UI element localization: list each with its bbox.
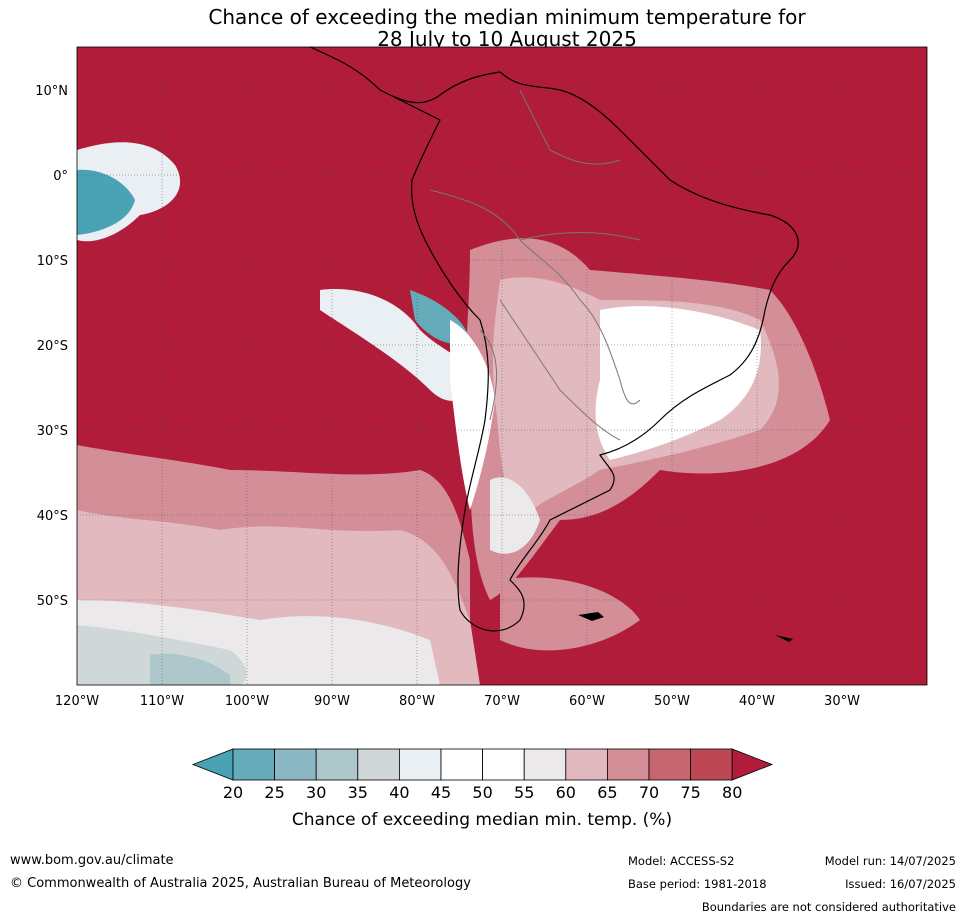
colorbar-segment (232, 748, 275, 781)
colorbar-segment (357, 748, 400, 781)
boundaries-disclaimer: Boundaries are not considered authoritat… (701, 900, 956, 914)
country-borders (429, 89, 641, 441)
lon-label: 100°W (225, 694, 269, 709)
colorbar-segment (565, 748, 608, 781)
colorbar-tick-label: 30 (306, 783, 326, 802)
base-period: Base period: 1981-2018 (628, 877, 767, 891)
lon-label: 90°W (314, 694, 350, 709)
map-title: Chance of exceeding the median minimum t… (0, 6, 965, 50)
copyright-text: © Commonwealth of Australia 2025, Austra… (10, 876, 471, 891)
colorbar-segment (482, 748, 525, 781)
lon-label: 80°W (399, 694, 435, 709)
southern-ocean-blue-region (150, 653, 230, 685)
colorbar-high-arrow (731, 748, 774, 781)
lon-label: 110°W (140, 694, 184, 709)
colorbar-segment (440, 748, 483, 781)
colorbar-segment (398, 748, 442, 781)
colorbar-tick-label: 40 (389, 783, 409, 802)
patagonia-white-region (490, 477, 540, 554)
colorbar-segment (607, 748, 650, 781)
colorbar-tick-label: 45 (431, 783, 451, 802)
colorbar-tick-label: 75 (680, 783, 700, 802)
colorbar-tick-label: 65 (597, 783, 617, 802)
lon-label: 50°W (654, 694, 690, 709)
colorbar-segment (274, 748, 317, 781)
south-pacific-pink-patch (500, 577, 640, 651)
colorbar-tick-label: 55 (514, 783, 534, 802)
model-run-date: Model run: 14/07/2025 (824, 854, 956, 868)
lat-label: 0° (53, 169, 68, 184)
issued-date: Issued: 16/07/2025 (845, 877, 956, 891)
latitude-labels: 10°N 0° 10°S 20°S 30°S 40°S 50°S (35, 84, 68, 609)
title-line-2: 28 July to 10 August 2025 (377, 27, 637, 51)
lat-label: 10°S (37, 254, 68, 269)
lat-label: 30°S (37, 424, 68, 439)
equatorial-pacific-blue-patch (77, 169, 135, 235)
map-graticule (77, 47, 927, 685)
east-pacific-light-patch (320, 289, 480, 401)
colorbar-low-arrow (191, 748, 234, 781)
falkland-islands (578, 612, 604, 621)
title-line-1: Chance of exceeding the median minimum t… (208, 5, 806, 29)
lon-label: 120°W (55, 694, 99, 709)
colorbar-segment (523, 748, 567, 781)
lat-label: 10°N (35, 84, 68, 99)
colorbar: 20 25 30 35 40 45 50 55 60 65 70 75 80 (191, 748, 774, 802)
colorbar-segment (315, 748, 359, 781)
lon-label: 30°W (824, 694, 860, 709)
south-america-coastline (309, 46, 799, 632)
lat-label: 40°S (37, 509, 68, 524)
lat-label: 20°S (37, 339, 68, 354)
colorbar-tick-label: 20 (223, 783, 243, 802)
lat-label: 50°S (37, 594, 68, 609)
andes-white-region (450, 320, 495, 510)
model-name: Model: ACCESS-S2 (628, 854, 735, 868)
colorbar-segment (690, 748, 733, 781)
colorbar-label: Chance of exceeding median min. temp. (%… (292, 810, 672, 830)
lon-label: 70°W (484, 694, 520, 709)
south-america-white-region (595, 306, 761, 460)
lon-label: 60°W (569, 694, 605, 709)
map-frame (76, 46, 928, 686)
colorbar-segment (648, 748, 691, 781)
colorbar-tick-label: 60 (556, 783, 576, 802)
colorbar-tick-label: 25 (264, 783, 284, 802)
lon-label: 40°W (739, 694, 775, 709)
longitude-labels: 120°W 110°W 100°W 90°W 80°W 70°W 60°W 50… (55, 694, 860, 709)
colorbar-tick-label: 80 (722, 783, 742, 802)
colorbar-tick-label: 70 (639, 783, 659, 802)
colorbar-tick-label: 50 (472, 783, 492, 802)
south-georgia (775, 635, 793, 642)
website-link[interactable]: www.bom.gov.au/climate (10, 853, 174, 868)
colorbar-tick-label: 35 (348, 783, 368, 802)
